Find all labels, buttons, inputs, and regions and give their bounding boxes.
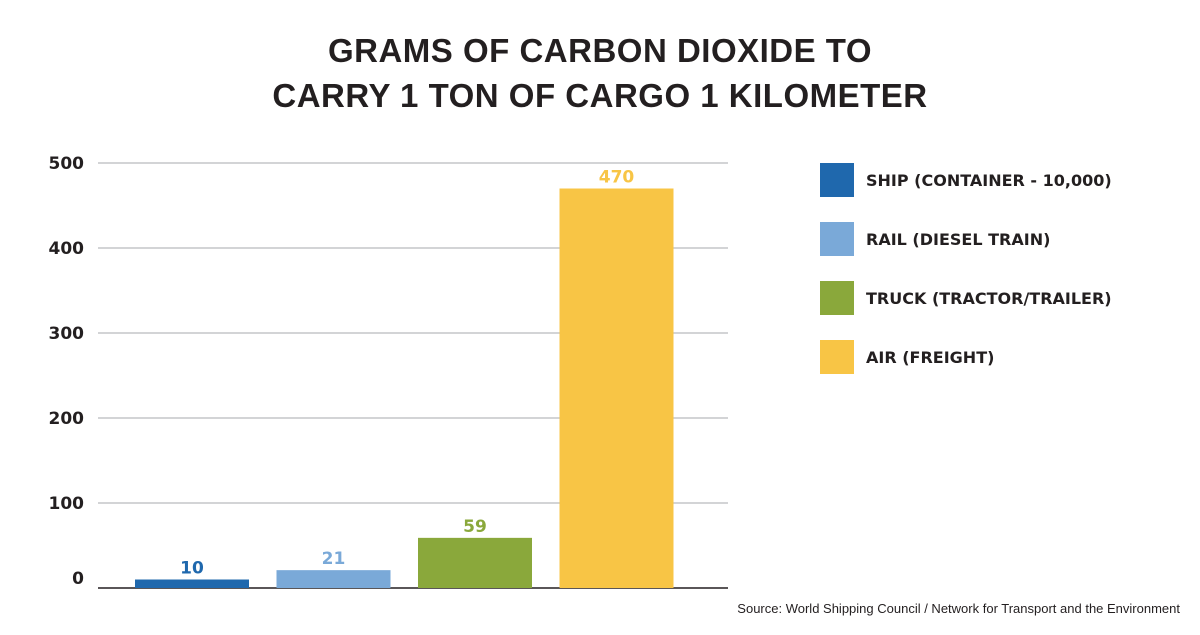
legend-item-ship: SHIP (CONTAINER - 10,000) <box>820 162 1112 198</box>
y-tick-label: 300 <box>49 324 85 344</box>
legend-item-rail: RAIL (DIESEL TRAIN) <box>820 221 1112 257</box>
legend-swatch-ship <box>820 163 854 197</box>
y-tick-label: 100 <box>49 494 85 514</box>
legend-label-rail: RAIL (DIESEL TRAIN) <box>866 229 1051 249</box>
bar-3 <box>559 188 674 588</box>
y-tick-label: 200 <box>49 409 85 429</box>
y-tick-label: 0 <box>72 569 84 589</box>
bar-value-label: 59 <box>463 517 487 537</box>
legend-item-truck: TRUCK (TRACTOR/TRAILER) <box>820 280 1112 316</box>
legend-label-truck: TRUCK (TRACTOR/TRAILER) <box>866 288 1112 308</box>
chart-title-line-1: GRAMS OF CARBON DIOXIDE TO <box>327 32 873 69</box>
bar-value-label: 10 <box>180 559 204 579</box>
y-tick-label: 500 <box>49 154 85 174</box>
bar-value-label: 21 <box>322 549 346 569</box>
source-note: Source: World Shipping Council / Network… <box>737 601 1180 616</box>
legend-swatch-air <box>820 340 854 374</box>
chart-legend: SHIP (CONTAINER - 10,000) RAIL (DIESEL T… <box>820 162 1112 398</box>
legend-swatch-truck <box>820 281 854 315</box>
chart-title-line-2: CARRY 1 TON OF CARGO 1 KILOMETER <box>272 77 928 114</box>
legend-swatch-rail <box>820 222 854 256</box>
y-tick-label: 400 <box>49 239 85 259</box>
bar-chart: 0 100 200 300 400 500 10 21 59 470 <box>49 154 728 589</box>
bar-2 <box>418 537 532 588</box>
legend-item-air: AIR (FREIGHT) <box>820 339 1112 375</box>
chart-title: GRAMS OF CARBON DIOXIDE TO CARRY 1 TON O… <box>0 28 1200 118</box>
legend-label-ship: SHIP (CONTAINER - 10,000) <box>866 170 1112 190</box>
bar-value-label: 470 <box>599 168 635 188</box>
legend-label-air: AIR (FREIGHT) <box>866 347 995 367</box>
bar-1 <box>276 570 391 588</box>
bar-0 <box>135 579 249 588</box>
